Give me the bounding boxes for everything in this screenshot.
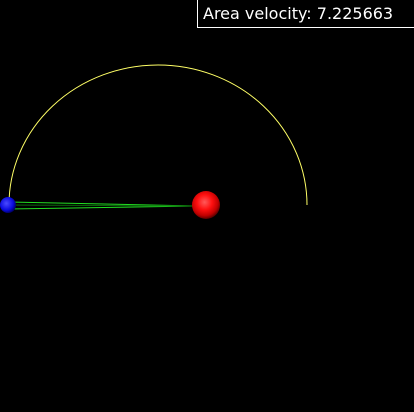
orbit-path <box>8 64 308 206</box>
area-velocity-value: 7.225663 <box>316 4 394 23</box>
planet <box>0 197 16 213</box>
sun <box>192 191 220 219</box>
area-sweep <box>8 201 197 210</box>
area-velocity-readout: Area velocity: 7.225663 <box>197 0 414 28</box>
area-velocity-label: Area velocity: <box>203 4 312 23</box>
